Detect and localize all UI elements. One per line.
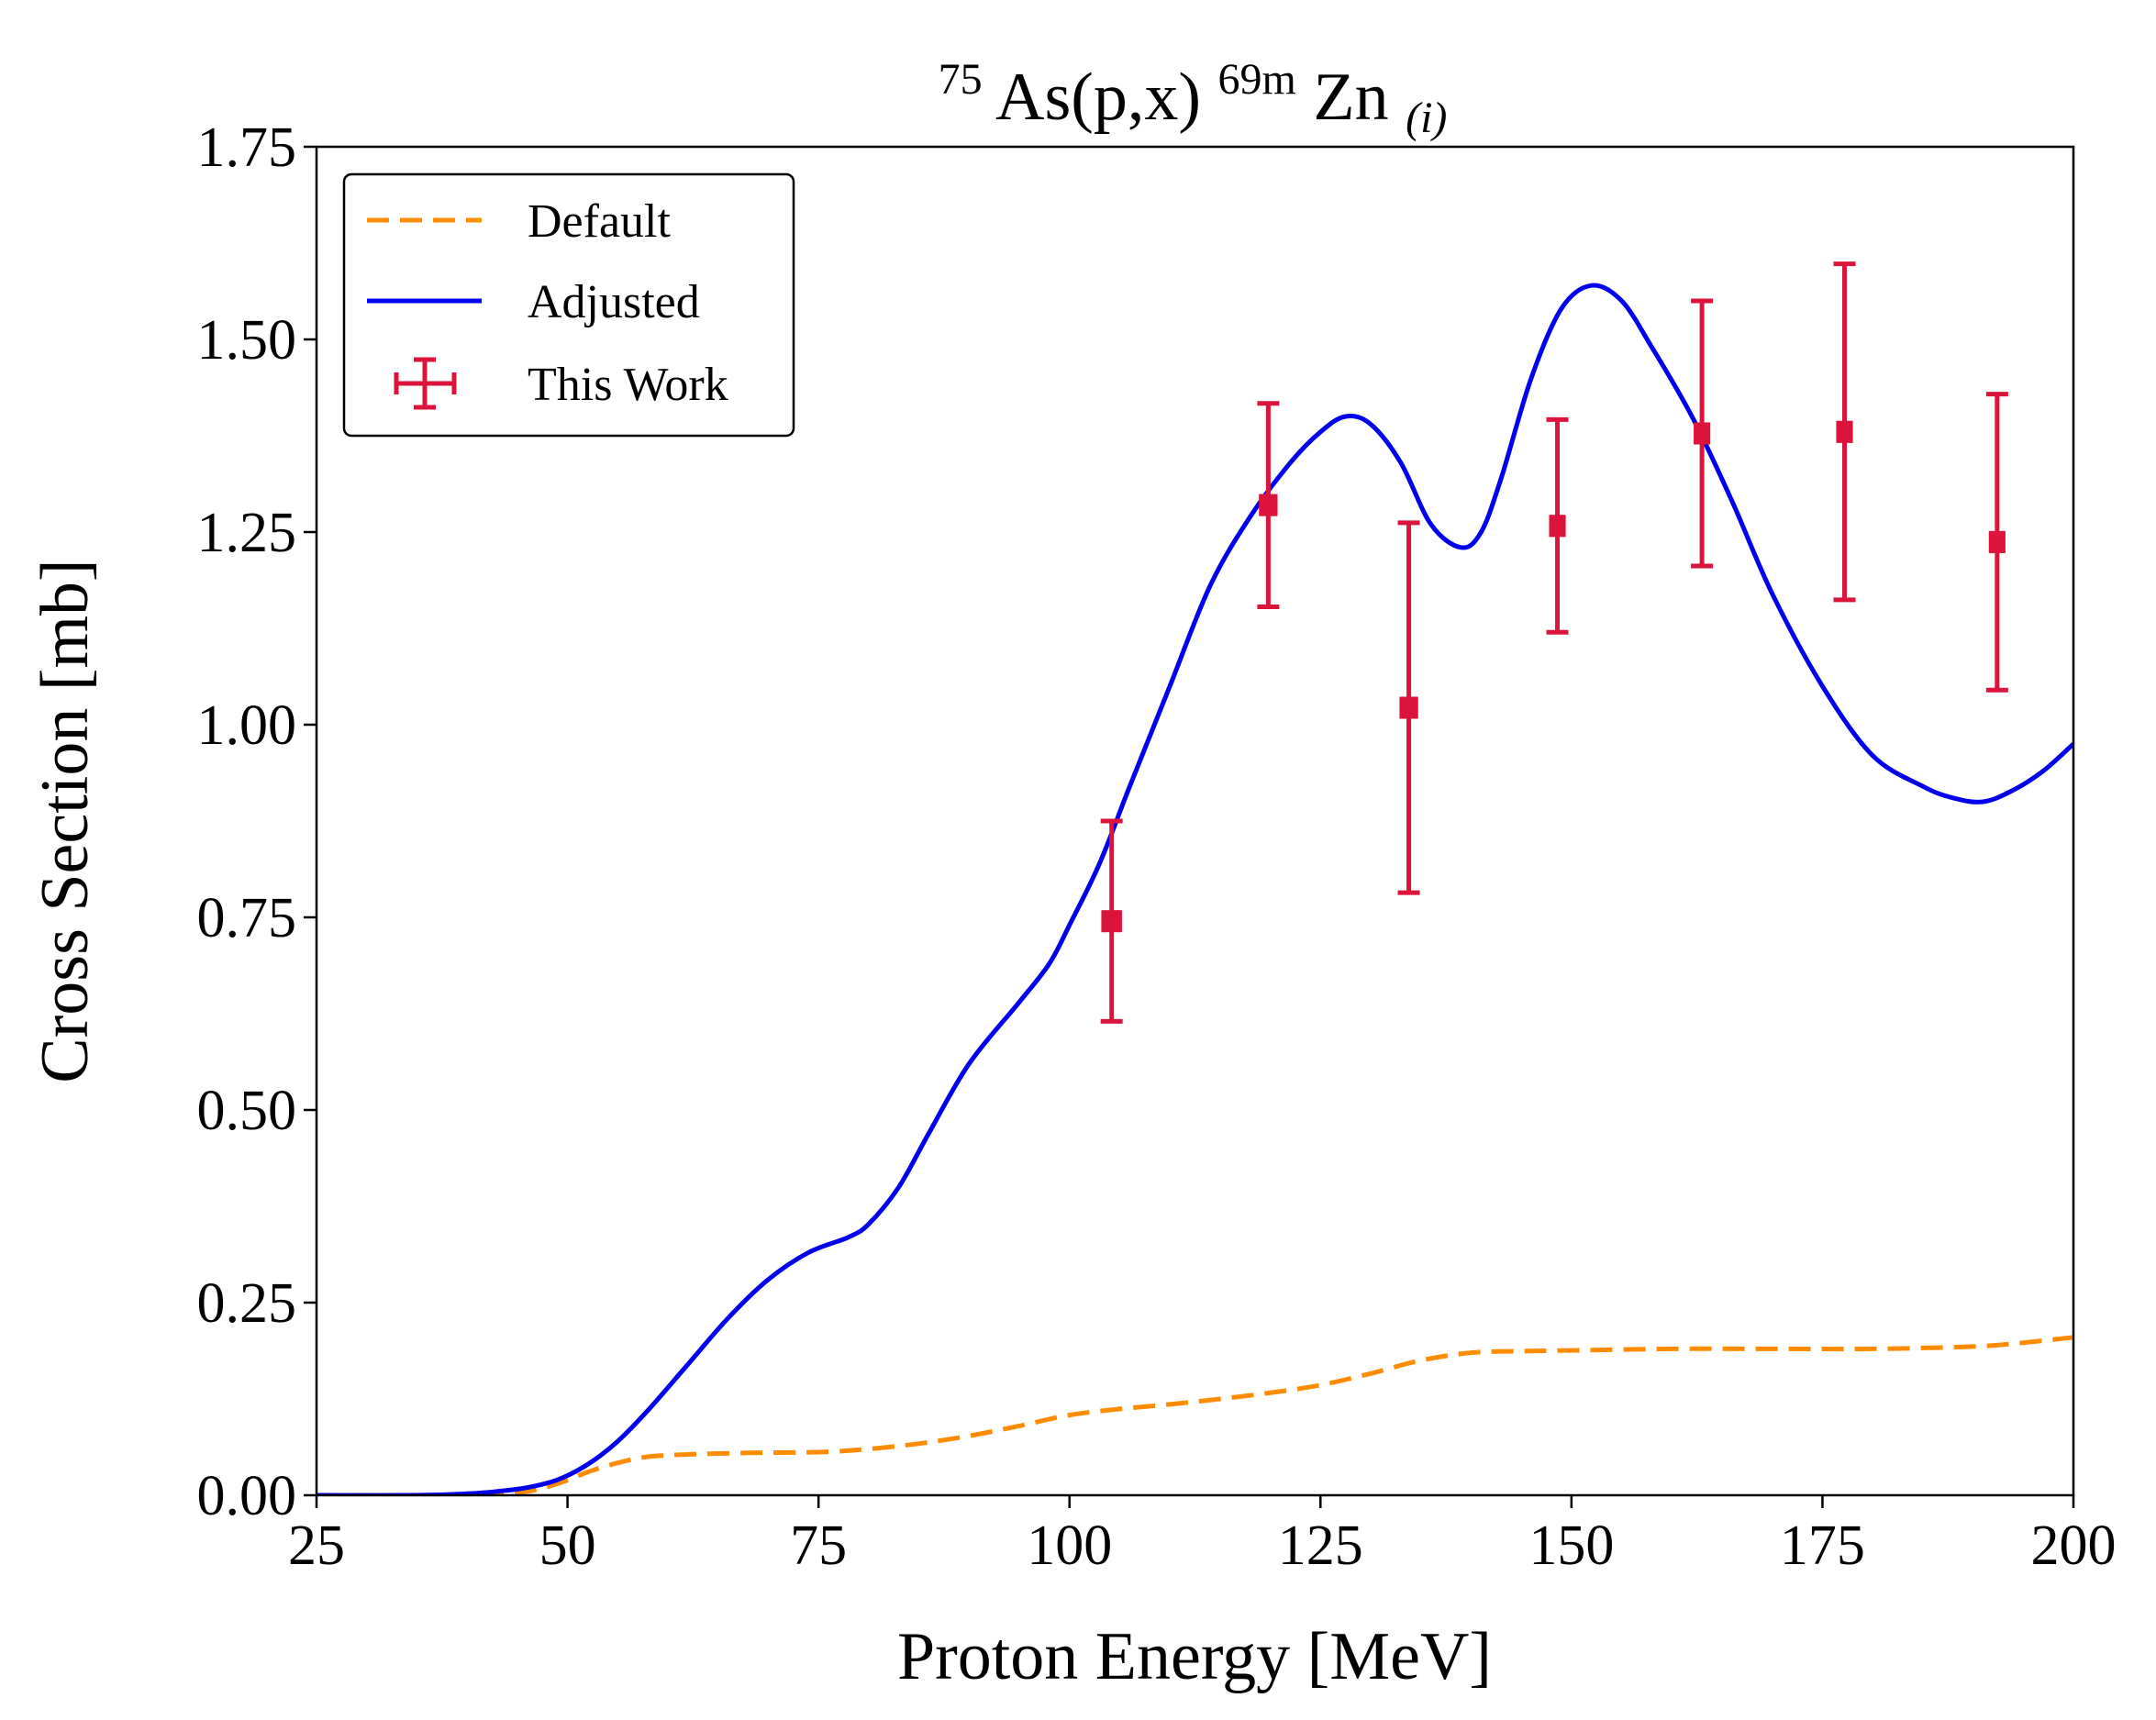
y-axis-label: Cross Section [mb]: [28, 559, 103, 1082]
title-product: Zn: [1313, 60, 1388, 135]
y-tick-label: 1.75: [197, 117, 297, 179]
x-tick-label: 25: [288, 1515, 345, 1577]
legend: Default Adjusted This Work: [342, 172, 795, 438]
chart-title: 75 As(p,x) 69m Zn (i): [939, 34, 1448, 142]
title-mass-number: 75: [939, 55, 983, 104]
legend-label-this-work: This Work: [528, 359, 728, 411]
x-axis-ticks: 25 50 75 100 125 150 175 200: [288, 1495, 2117, 1577]
title-subscript: (i): [1406, 94, 1447, 142]
y-tick-label: 0.25: [197, 1272, 297, 1335]
x-tick-label: 50: [539, 1515, 596, 1577]
y-tick-label: 0.00: [197, 1465, 297, 1527]
plot-area: [317, 261, 2073, 1495]
errorbar-marker: [1989, 530, 2005, 553]
errorbar-marker: [1104, 910, 1119, 933]
x-tick-label: 200: [2031, 1515, 2117, 1577]
y-tick-label: 0.50: [197, 1080, 297, 1142]
legend-label-default: Default: [528, 195, 671, 248]
errorbar-marker: [1837, 420, 1852, 443]
x-tick-label: 75: [790, 1515, 847, 1577]
x-tick-label: 150: [1528, 1515, 1614, 1577]
x-axis-label: Proton Energy [MeV]: [897, 1619, 1492, 1694]
errorbar-point: [1691, 298, 1714, 569]
errorbar-point: [1257, 401, 1280, 609]
errorbar-marker: [1401, 696, 1417, 719]
errorbar-marker: [1261, 494, 1276, 516]
y-axis-ticks: 0.00 0.25 0.50 0.75 1.00 1.25 1.50 1.75: [197, 117, 317, 1527]
axes-frame: [315, 145, 2075, 1497]
series-line-adjusted: [317, 283, 2073, 1495]
errorbar-point: [1546, 416, 1569, 635]
x-tick-label: 125: [1278, 1515, 1363, 1577]
errorbar-point: [1833, 261, 1856, 603]
series-line-default: [317, 1335, 2073, 1495]
errorbar-point: [1397, 520, 1420, 895]
x-tick-label: 175: [1780, 1515, 1865, 1577]
title-product-mass: 69m: [1218, 55, 1296, 104]
y-tick-label: 1.50: [197, 309, 297, 372]
legend-label-adjusted: Adjusted: [528, 276, 700, 328]
errorbar-point: [1100, 818, 1123, 1024]
y-tick-label: 0.75: [197, 887, 297, 949]
legend-frame: [342, 172, 795, 438]
y-tick-label: 1.00: [197, 694, 297, 757]
errorbar-marker: [1550, 515, 1565, 538]
y-tick-label: 1.25: [197, 502, 297, 564]
x-tick-label: 100: [1027, 1515, 1112, 1577]
errorbar-marker: [1695, 422, 1710, 445]
title-target: As(p,x): [995, 60, 1201, 135]
errorbar-point: [1985, 392, 2008, 693]
legend-handle-this-work: [394, 357, 457, 410]
errorbar-series-this-work: [1100, 261, 2008, 1024]
